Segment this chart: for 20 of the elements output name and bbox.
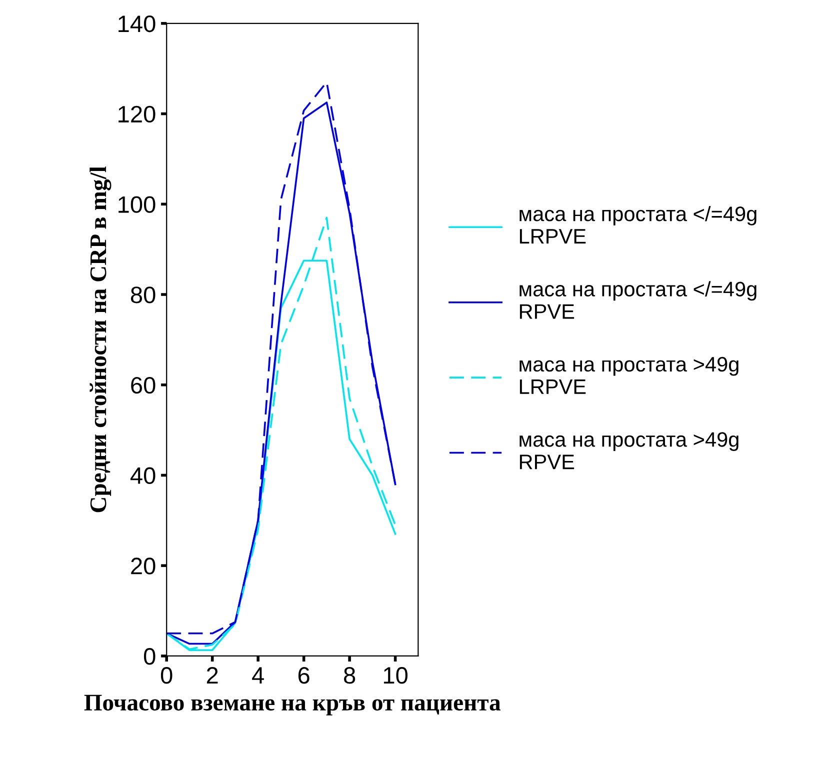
y-axis-title: Средни стойности на CRP в mg/l	[90, 166, 112, 512]
x-tick-label: 6	[298, 667, 310, 684]
x-tick-label: 2	[206, 667, 218, 684]
y-tick-label: 20	[131, 558, 156, 574]
x-tick-label: 4	[252, 667, 264, 684]
legend-label: маса на простата >49g LRPVE	[520, 356, 738, 394]
y-tick-label: 60	[131, 376, 156, 394]
y-tick-label: 40	[130, 467, 156, 484]
legend-label: маса на простата >49g RPVE	[520, 432, 738, 470]
y-tick-label: 120	[118, 106, 156, 123]
x-tick-label: 0	[160, 667, 172, 684]
y-tick-label: 140	[118, 15, 156, 32]
x-tick-label: 8	[344, 667, 356, 684]
legend-label: маса на простата </=49g LRPVE	[520, 206, 756, 244]
y-tick-label: 0	[144, 648, 156, 665]
y-tick-label: 80	[130, 286, 156, 304]
x-axis-title: Почасово вземане на кръв от пациента	[84, 694, 501, 716]
y-tick-label: 100	[118, 196, 156, 213]
x-tick-label: 10	[384, 667, 408, 684]
legend-label: маса на простата </=49g RPVE	[520, 281, 756, 319]
